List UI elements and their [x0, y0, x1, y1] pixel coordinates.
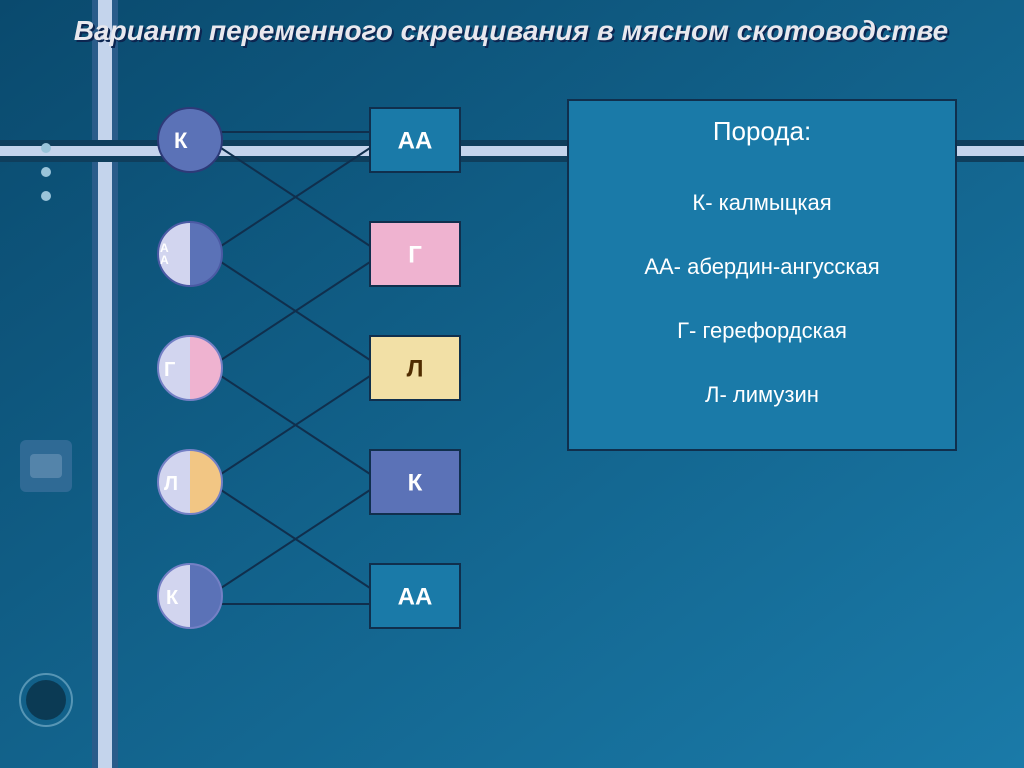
- svg-text:А: А: [160, 253, 169, 267]
- svg-text:К: К: [408, 469, 423, 496]
- circle-node-3: Л: [158, 450, 222, 514]
- slide-title-text: Вариант переменного скрещивания в мясном…: [71, 14, 951, 48]
- svg-text:Л- лимузин: Л- лимузин: [705, 382, 819, 407]
- circle-node-4: К: [158, 564, 222, 628]
- svg-text:АА: АА: [398, 583, 433, 610]
- legend-box: Порода: К- калмыцкая АА- абердин-ангусская…: [568, 100, 956, 450]
- svg-text:АА: АА: [398, 127, 433, 154]
- svg-text:Порода:: Порода:: [713, 116, 811, 146]
- circle-node-2: Г: [158, 336, 222, 400]
- svg-text:К- калмыцкая: К- калмыцкая: [692, 190, 831, 215]
- svg-text:К: К: [174, 128, 188, 153]
- svg-text:Л: Л: [164, 473, 178, 495]
- square-node-0: АА: [370, 108, 460, 172]
- svg-text:Г- герефордская: Г- герефордская: [677, 318, 847, 343]
- circle-node-1: АА: [158, 222, 222, 286]
- svg-text:АА- абердин-ангусская: АА- абердин-ангусская: [644, 254, 879, 279]
- square-node-4: АА: [370, 564, 460, 628]
- square-node-1: Г: [370, 222, 460, 286]
- circle-node-0: К: [158, 108, 222, 172]
- square-node-3: К: [370, 450, 460, 514]
- svg-text:Л: Л: [407, 355, 424, 382]
- square-node-2: Л: [370, 336, 460, 400]
- svg-text:Г: Г: [164, 359, 175, 381]
- diagram-canvas: К АА Г Л К АА Г Л К АА Порода: К- калмыцкая АА- аб…: [0, 0, 1024, 768]
- slide: К АА Г Л К АА Г Л К АА Порода: К- калмыцкая АА- аб…: [0, 0, 1024, 768]
- svg-text:Г: Г: [408, 241, 422, 268]
- svg-text:К: К: [166, 587, 179, 609]
